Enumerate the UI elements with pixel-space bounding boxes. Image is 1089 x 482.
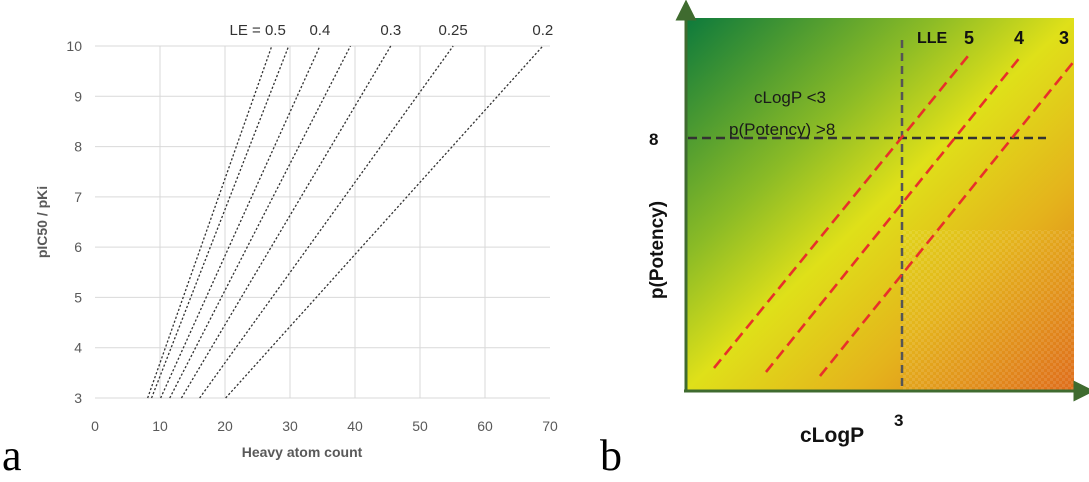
panel-a-le-lines [147,45,544,399]
x-tick-label-60: 60 [477,418,493,434]
x-tick-label-0: 0 [91,418,99,434]
le-line-0 [147,45,273,399]
x-tick-label-70: 70 [542,418,558,434]
panel-b-texture [900,230,1074,390]
y-tick-label-5: 5 [74,289,82,305]
x-tick-label-20: 20 [217,418,233,434]
panel-b-annotation-potency: p(Potency) >8 [729,120,835,139]
le-label-2: 0.4 [309,22,330,39]
y-tick-label-6: 6 [74,239,82,255]
y-tick-label-9: 9 [74,88,82,104]
panel-a-chart: 3 4 5 6 7 8 9 10 0 10 20 30 40 50 60 70 LE = 0.5 0.4 0.3 0… [34,22,558,460]
le-label-6: 0.2 [532,22,553,39]
panel-b-lle-label-4: 4 [1014,28,1024,48]
le-line-4 [180,45,392,399]
panel-a-letter: a [2,431,22,480]
panel-b-lle-title: LLE [917,30,948,47]
le-line-5 [199,45,454,399]
x-tick-label-10: 10 [152,418,168,434]
y-tick-label-3: 3 [74,390,82,406]
y-tick-label-8: 8 [74,139,82,155]
le-line-6 [225,45,544,399]
le-line-1 [150,45,290,399]
le-label-5: 0.25 [439,22,468,39]
y-tick-label-10: 10 [66,38,82,54]
le-label-4: 0.3 [380,22,401,39]
panel-a-gridlines [95,45,550,399]
panel-b-letter: b [600,431,622,480]
le-label-0: LE = 0.5 [230,22,286,39]
panel-b-chart: LLE 5 4 3 cLogP <3 p(Potency) >8 8 3 cLo… [647,0,1089,447]
panel-b-x-tick-3: 3 [894,411,903,430]
x-tick-label-40: 40 [347,418,363,434]
panel-b-lle-label-5: 5 [964,28,974,48]
x-tick-label-50: 50 [412,418,428,434]
le-line-2 [160,45,321,399]
y-tick-label-4: 4 [74,340,82,356]
panel-b-x-axis-title: cLogP [800,424,864,447]
panel-a-le-labels: LE = 0.5 0.4 0.3 0.25 0.2 [230,22,554,39]
panel-b-lle-label-3: 3 [1059,28,1069,48]
panel-b-annotation-clogp: cLogP <3 [754,88,826,107]
panel-a-ticks: 3 4 5 6 7 8 9 10 0 10 20 30 40 50 60 70 [66,38,558,434]
x-tick-label-30: 30 [282,418,298,434]
panel-b-y-axis-title: p(Potency) [647,201,668,299]
panel-a-x-axis-title: Heavy atom count [242,444,363,460]
panel-a-y-axis-title: pIC50 / pKi [34,186,50,258]
panel-b-y-tick-8: 8 [649,130,658,149]
le-line-3 [169,45,352,399]
y-tick-label-7: 7 [74,189,82,205]
